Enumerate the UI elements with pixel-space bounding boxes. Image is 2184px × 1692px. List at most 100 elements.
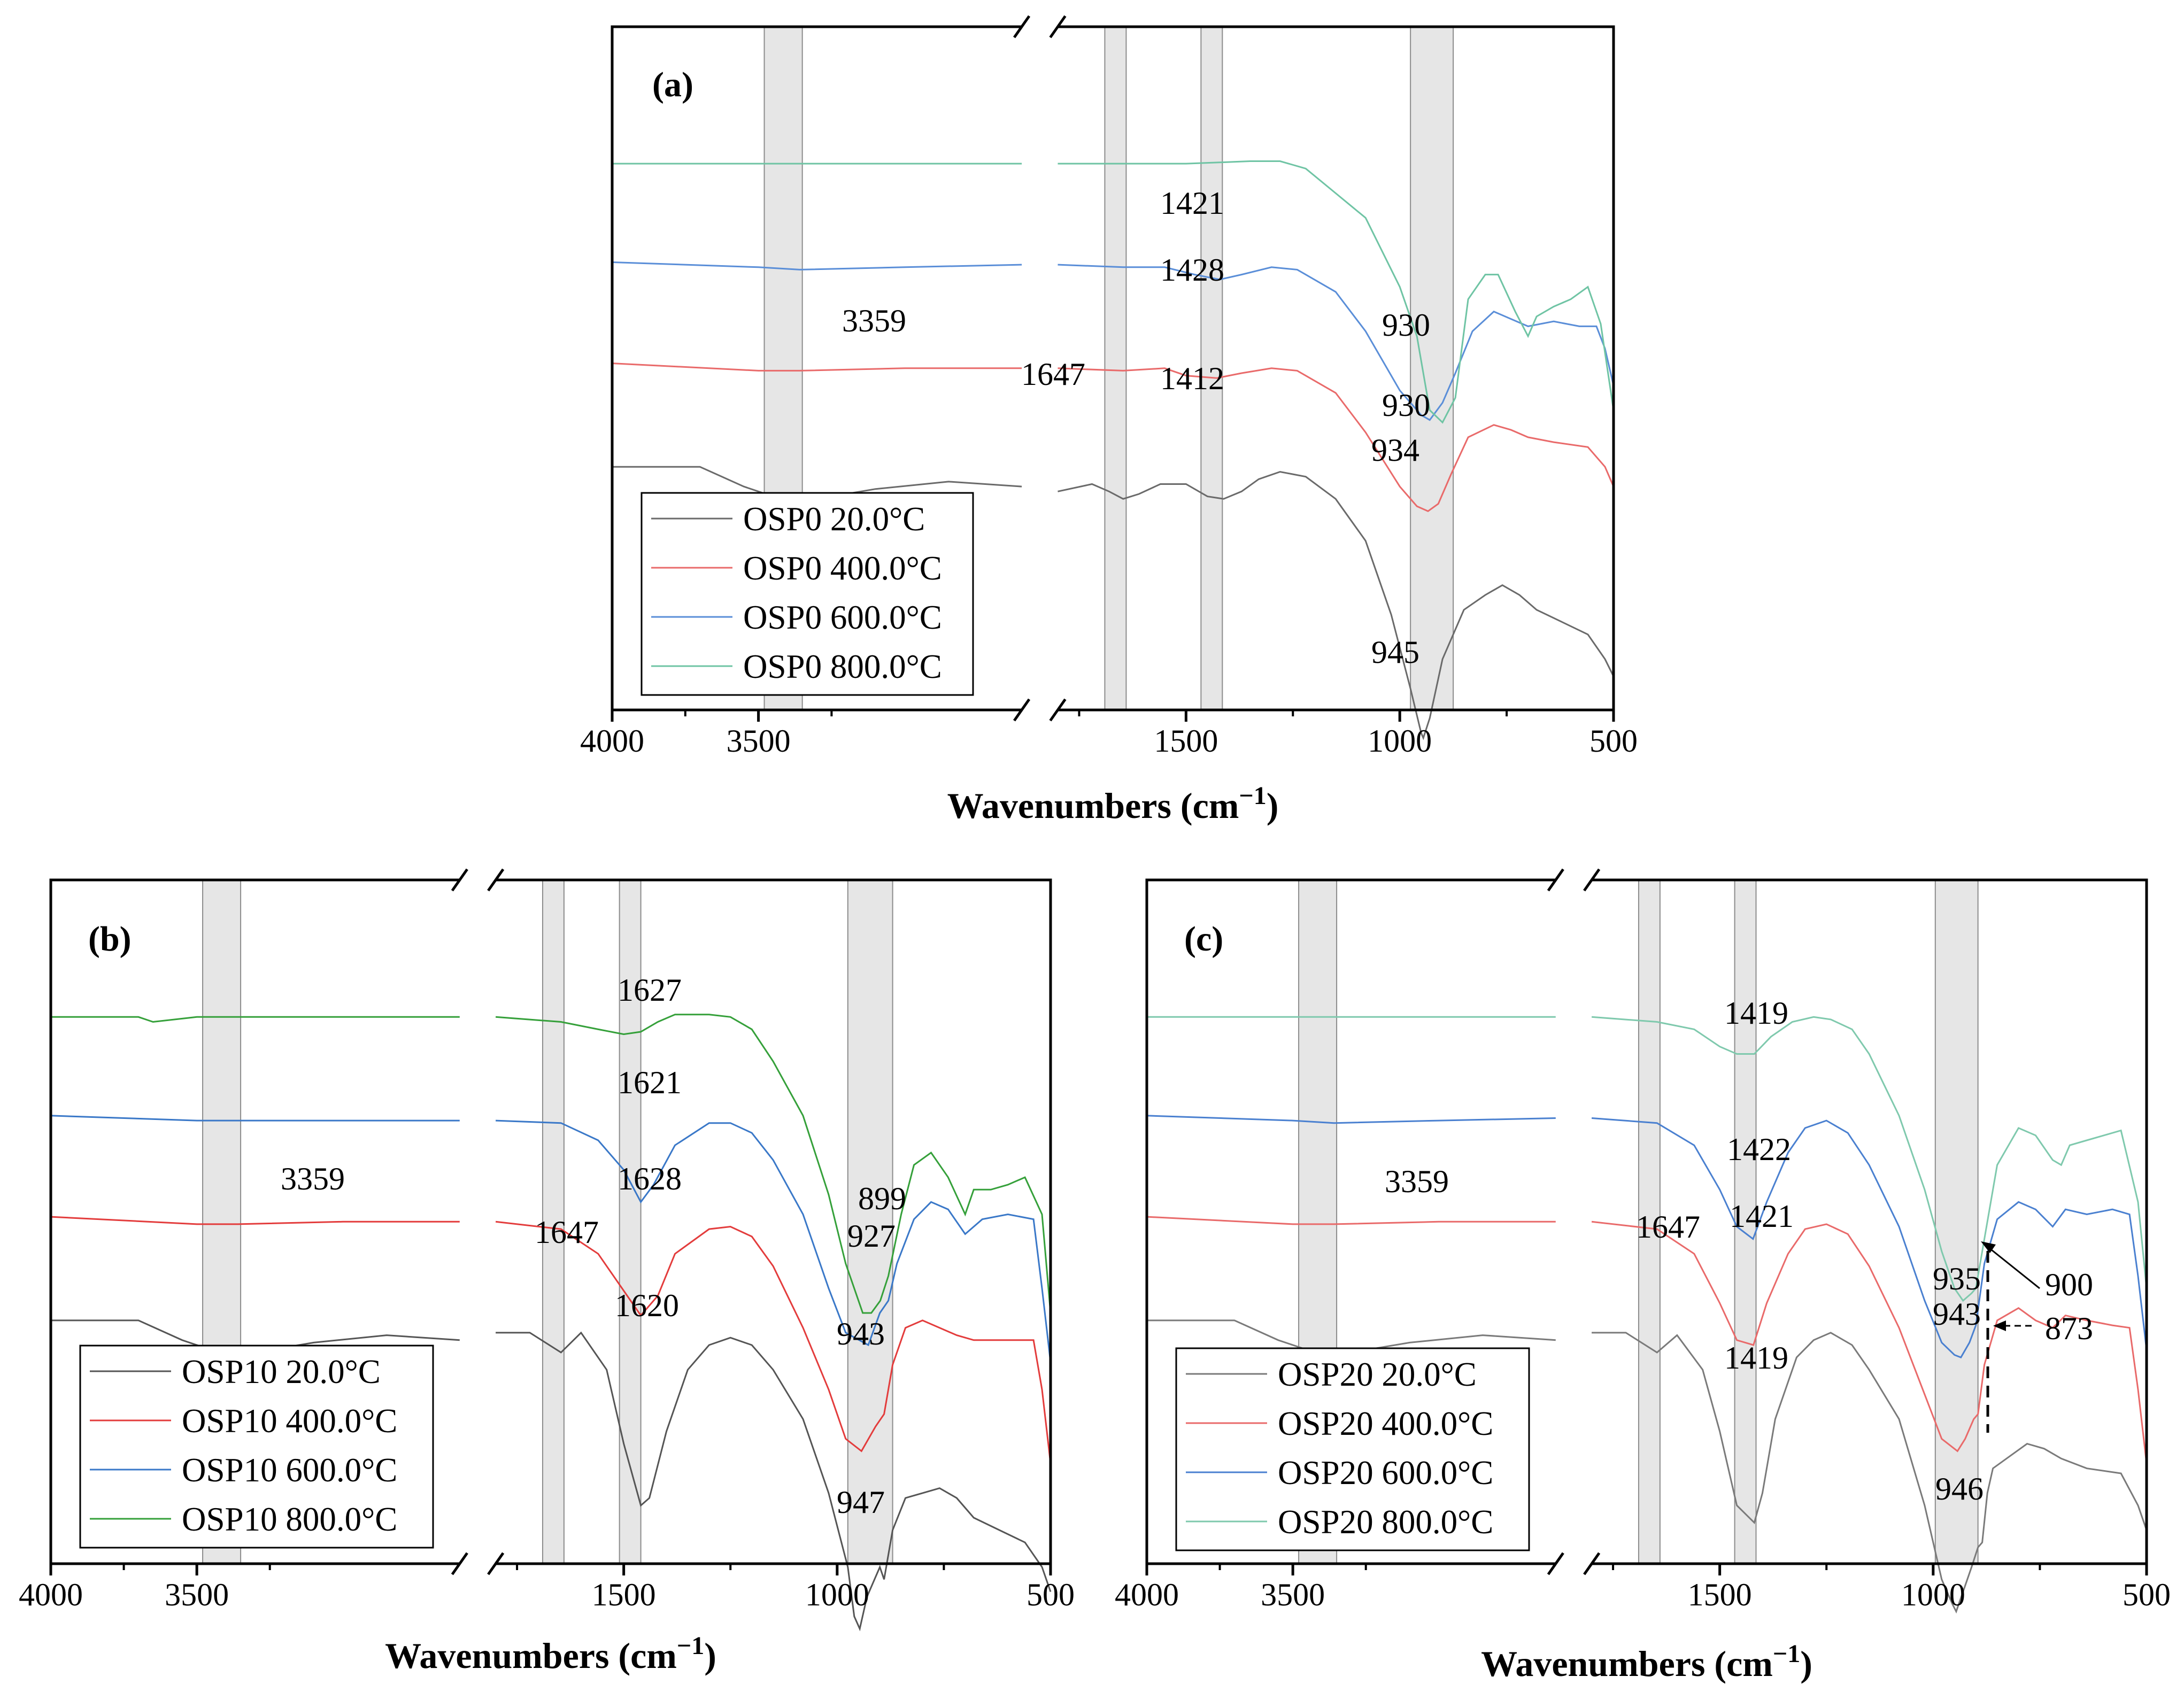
peak-annotation: 899 bbox=[858, 1181, 906, 1216]
plot-frame bbox=[611, 25, 1615, 712]
peak-annotation: 930 bbox=[1382, 388, 1430, 423]
series-line bbox=[51, 1016, 460, 1023]
arrowhead bbox=[1993, 1320, 2006, 1331]
peak-annotation: 943 bbox=[837, 1316, 885, 1351]
axis-break-mark bbox=[451, 1552, 468, 1575]
plot-frame bbox=[49, 878, 1052, 1565]
peak-annotation: 900 bbox=[2045, 1267, 2093, 1302]
peak-annotation: 1647 bbox=[535, 1215, 599, 1250]
annotation-arrow bbox=[1986, 1245, 2040, 1289]
peak-annotation: 3359 bbox=[842, 303, 906, 338]
peak-annotation: 1647 bbox=[1636, 1209, 1700, 1245]
shaded-band bbox=[1410, 26, 1454, 710]
legend-box bbox=[1175, 1347, 1530, 1551]
legend-entry: OSP20 400.0°C bbox=[1278, 1405, 1493, 1442]
legend-entry: OSP20 20.0°C bbox=[1278, 1356, 1477, 1393]
x-tick-label: 3500 bbox=[1261, 1577, 1325, 1612]
series-line bbox=[1146, 1216, 1556, 1225]
peak-annotation: 1422 bbox=[1727, 1132, 1791, 1167]
x-tick-label: 4000 bbox=[580, 723, 644, 759]
legend-box bbox=[640, 492, 974, 696]
series-line bbox=[1591, 1016, 2148, 1302]
chart-panel: 4000 3500 1500 1000 500 (b) 3359 1647 1620 1628 16… bbox=[19, 868, 1075, 1676]
x-tick-label: 1000 bbox=[1901, 1577, 1965, 1612]
peak-annotation: 946 bbox=[1935, 1471, 1984, 1506]
legend-entry: OSP0 20.0°C bbox=[743, 500, 925, 538]
legend-entry: OSP0 800.0°C bbox=[743, 648, 942, 685]
peak-annotation: 930 bbox=[1382, 307, 1430, 343]
panel-label: (a) bbox=[652, 65, 693, 104]
peak-annotation: 934 bbox=[1371, 432, 1419, 468]
series-line bbox=[1058, 470, 1615, 740]
axis-break-mark bbox=[1547, 1552, 1564, 1575]
series-line bbox=[612, 261, 1022, 271]
chart-panel: 4000 3500 1500 1000 500 (a) 3359 1647 1412 1428 14… bbox=[580, 15, 1638, 826]
panel-label: (b) bbox=[88, 920, 132, 959]
legend-entry: OSP10 400.0°C bbox=[182, 1402, 397, 1440]
shaded-band bbox=[1104, 26, 1127, 710]
series-line bbox=[1146, 1115, 1556, 1124]
shaded-band bbox=[1638, 879, 1661, 1564]
shaded-band bbox=[542, 879, 565, 1564]
legend-entry: OSP10 20.0°C bbox=[182, 1353, 381, 1390]
plot-frame bbox=[1145, 878, 2148, 1565]
shaded-band bbox=[1200, 26, 1223, 710]
shaded-band bbox=[1934, 879, 1979, 1564]
axis-break-mark bbox=[1583, 868, 1601, 892]
x-tick-label: 1000 bbox=[1368, 723, 1432, 759]
peak-annotation: 1621 bbox=[618, 1065, 682, 1100]
legend-entry: OSP20 600.0°C bbox=[1278, 1454, 1493, 1492]
x-axis-label: Wavenumbers (cm−1) bbox=[385, 1632, 716, 1676]
axis-break-mark bbox=[1013, 698, 1031, 722]
series-line bbox=[496, 1119, 1052, 1363]
shaded-band bbox=[847, 879, 893, 1564]
shaded-band bbox=[1734, 879, 1757, 1564]
series-line bbox=[1058, 160, 1615, 424]
x-tick-label: 3500 bbox=[165, 1577, 229, 1612]
peak-annotation: 943 bbox=[1933, 1296, 1981, 1332]
axis-break-mark bbox=[451, 868, 468, 892]
axis-break-mask bbox=[1022, 706, 1058, 714]
series-line bbox=[496, 1331, 1052, 1632]
axis-break-mark bbox=[1049, 698, 1067, 722]
x-tick-label: 500 bbox=[2123, 1577, 2171, 1612]
peak-annotation: 1412 bbox=[1160, 361, 1224, 396]
x-tick-label: 500 bbox=[1027, 1577, 1075, 1612]
x-tick-label: 3500 bbox=[727, 723, 791, 759]
peak-annotation: 1419 bbox=[1724, 1340, 1788, 1376]
peak-annotation: 1628 bbox=[618, 1161, 682, 1196]
x-tick-label: 500 bbox=[1589, 723, 1638, 759]
axis-break-mark bbox=[1013, 15, 1031, 38]
x-tick-label: 1500 bbox=[1688, 1577, 1752, 1612]
x-tick-label: 4000 bbox=[1115, 1577, 1179, 1612]
legend-box bbox=[79, 1345, 434, 1549]
peak-annotation: 945 bbox=[1371, 635, 1419, 670]
series-line bbox=[612, 362, 1022, 372]
series-line bbox=[495, 1220, 1052, 1464]
x-axis-label: Wavenumbers (cm−1) bbox=[1481, 1640, 1812, 1684]
series-line bbox=[50, 1216, 460, 1225]
peak-annotation: 873 bbox=[2045, 1311, 2093, 1346]
x-tick-label: 1000 bbox=[805, 1577, 869, 1612]
axis-break-mark bbox=[487, 1552, 505, 1575]
axis-break-mark bbox=[487, 868, 505, 892]
series-line bbox=[1591, 1220, 2148, 1464]
axis-break-mark bbox=[1049, 15, 1067, 38]
panel-label: (c) bbox=[1184, 920, 1223, 959]
legend-entry: OSP10 800.0°C bbox=[182, 1501, 397, 1538]
peak-annotation: 1428 bbox=[1160, 252, 1224, 288]
legend-entry: OSP0 400.0°C bbox=[743, 550, 942, 587]
x-axis-label: Wavenumbers (cm−1) bbox=[947, 782, 1279, 826]
axis-break-mask bbox=[1555, 876, 1592, 884]
peak-annotation: 1421 bbox=[1160, 186, 1224, 221]
legend-entry: OSP10 600.0°C bbox=[182, 1451, 397, 1489]
series-line bbox=[1591, 1117, 2148, 1358]
series-line bbox=[1592, 1332, 2148, 1614]
axis-break-mark bbox=[1547, 868, 1564, 892]
peak-annotation: 3359 bbox=[1385, 1164, 1449, 1199]
axis-break-mask bbox=[459, 1559, 496, 1568]
series-line bbox=[1058, 367, 1615, 512]
peak-annotation: 947 bbox=[837, 1485, 885, 1520]
axis-break-mask bbox=[1555, 1559, 1592, 1568]
